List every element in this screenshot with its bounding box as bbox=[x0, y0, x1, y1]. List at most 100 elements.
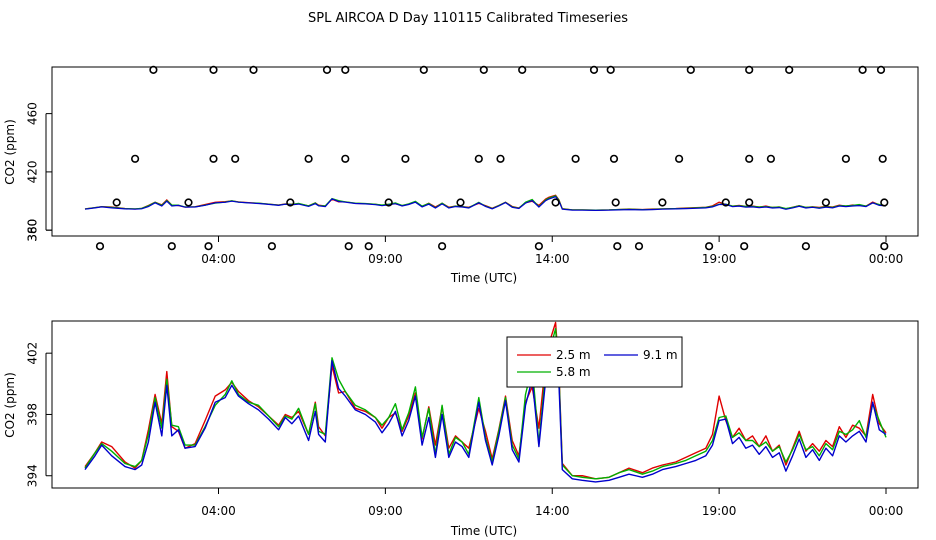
calibration-point bbox=[704, 242, 714, 251]
calibration-y-tick-label: 460 bbox=[26, 102, 40, 125]
calibration-point bbox=[876, 65, 886, 74]
calibration-x-label: Time (UTC) bbox=[450, 271, 517, 285]
calibration-point bbox=[131, 154, 140, 163]
calibration-point bbox=[149, 65, 158, 74]
calibration-point bbox=[401, 154, 410, 163]
calibration-series-line-2 bbox=[84, 195, 887, 212]
calibration-x-tick-label: 14:00 bbox=[535, 252, 570, 266]
calibration-point bbox=[474, 154, 483, 163]
calibration-point bbox=[456, 198, 465, 207]
calibration-x-axis: 04:00 09:00 14:00 19:00 00:00 bbox=[201, 236, 903, 266]
calibration-point bbox=[286, 198, 295, 207]
timeseries-x-axis: 04:00 09:00 14:00 19:00 00:00 bbox=[201, 488, 903, 518]
calibration-point bbox=[609, 154, 619, 163]
calibration-series-line-0 bbox=[84, 194, 887, 211]
calibration-y-tick-label: 380 bbox=[26, 219, 40, 242]
timeseries-lines bbox=[84, 321, 887, 483]
calibration-point bbox=[209, 65, 218, 74]
calibration-point bbox=[518, 65, 527, 74]
legend-box bbox=[506, 336, 683, 388]
calibration-point bbox=[766, 154, 776, 163]
calibration-point bbox=[419, 65, 428, 74]
legend: 2.5 m 9.1 m 5.8 m bbox=[506, 336, 683, 388]
timeseries-y-tick-label: 394 bbox=[26, 464, 40, 487]
calibration-point bbox=[209, 154, 218, 163]
calibration-point bbox=[344, 242, 353, 251]
calibration-point bbox=[341, 65, 350, 74]
calibration-x-tick-label: 04:00 bbox=[201, 252, 236, 266]
calibration-point bbox=[267, 242, 277, 251]
calibration-point bbox=[589, 65, 599, 74]
calibration-point bbox=[167, 242, 176, 251]
calibration-point bbox=[95, 242, 105, 251]
timeseries-y-label: CO2 (ppm) bbox=[3, 372, 17, 438]
calibration-point bbox=[496, 154, 505, 163]
calibration-point bbox=[880, 198, 889, 207]
calibration-x-tick-label: 00:00 bbox=[869, 252, 904, 266]
calibration-point bbox=[611, 198, 620, 207]
calibration-y-tick-label: 420 bbox=[26, 160, 40, 183]
calibration-point bbox=[878, 154, 887, 163]
calibration-plot-frame bbox=[51, 66, 919, 237]
calibration-x-tick-label: 09:00 bbox=[368, 252, 403, 266]
calibration-point bbox=[606, 65, 615, 74]
calibration-series-line-1 bbox=[84, 195, 887, 211]
calibration-point bbox=[322, 65, 332, 74]
calibration-point bbox=[686, 65, 695, 74]
calibration-point bbox=[534, 242, 544, 251]
calibration-point bbox=[658, 198, 667, 207]
calibration-point bbox=[304, 154, 313, 163]
calibration-point bbox=[674, 154, 684, 163]
legend-label-2-5m: 2.5 m bbox=[556, 348, 591, 362]
calibration-point bbox=[740, 242, 749, 251]
calibration-point bbox=[249, 65, 258, 74]
calibration-point bbox=[801, 242, 811, 251]
calibration-point bbox=[841, 154, 851, 163]
calibration-point bbox=[745, 154, 754, 163]
timeseries-plot-frame bbox=[51, 320, 919, 489]
timeseries-y-tick-label: 398 bbox=[26, 403, 40, 426]
calibration-point bbox=[112, 198, 121, 207]
calibration-point bbox=[479, 65, 488, 74]
calibration-point bbox=[880, 242, 889, 251]
calibration-point bbox=[341, 154, 350, 163]
calibration-point bbox=[745, 198, 754, 207]
calibration-point bbox=[204, 242, 213, 251]
calibration-point bbox=[384, 198, 393, 207]
timeseries-x-label: Time (UTC) bbox=[450, 524, 517, 538]
calibration-point bbox=[821, 198, 831, 207]
timeseries-x-tick-label: 14:00 bbox=[535, 504, 570, 518]
series-line-9-1-m bbox=[84, 337, 887, 483]
calibration-point bbox=[438, 242, 447, 251]
series-line-2-5-m bbox=[84, 321, 887, 480]
series-line-5-8-m bbox=[84, 328, 887, 480]
calibration-point bbox=[634, 242, 644, 251]
calibration-point bbox=[785, 65, 794, 74]
calibration-y-label: CO2 (ppm) bbox=[3, 119, 17, 185]
timeseries-y-tick-label: 402 bbox=[26, 342, 40, 365]
calibration-x-tick-label: 19:00 bbox=[702, 252, 737, 266]
calibration-point bbox=[613, 242, 622, 251]
legend-label-9-1m: 9.1 m bbox=[643, 348, 678, 362]
calibration-y-tick-label: 360 bbox=[26, 219, 40, 242]
calibration-point bbox=[184, 198, 193, 207]
calibration-point bbox=[364, 242, 373, 251]
timeseries-x-tick-label: 19:00 bbox=[702, 504, 737, 518]
calibration-marks bbox=[84, 65, 889, 251]
timeseries-x-tick-label: 04:00 bbox=[201, 504, 236, 518]
timeseries-x-tick-label: 09:00 bbox=[368, 504, 403, 518]
chart-title: SPL AIRCOA D Day 110115 Calibrated Times… bbox=[308, 11, 628, 26]
calibration-point bbox=[721, 198, 730, 207]
calibration-point bbox=[571, 154, 580, 163]
calibration-point bbox=[231, 154, 240, 163]
calibration-point bbox=[745, 65, 754, 74]
legend-label-5-8m: 5.8 m bbox=[556, 365, 591, 379]
timeseries-panel: 04:00 09:00 14:00 19:00 00:00 394 398 402 Time… bbox=[3, 320, 919, 538]
timeseries-y-axis: 394 398 402 bbox=[26, 342, 52, 487]
timeseries-x-tick-label: 00:00 bbox=[869, 504, 904, 518]
calibration-point bbox=[858, 65, 867, 74]
calibration-point bbox=[551, 198, 560, 207]
